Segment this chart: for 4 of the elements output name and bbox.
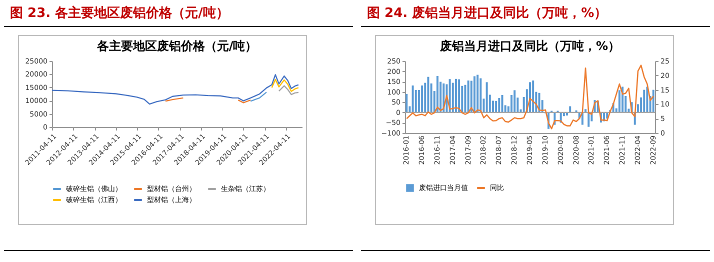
chart-title: 废铝当月进口及同比（万吨，%） <box>438 39 620 53</box>
caption: 图 23. 各主要地区废铝价格（元/吨） <box>4 0 353 27</box>
chart-title: 各主要地区废铝价格（元/吨） <box>96 39 258 53</box>
caption: 图 24. 废铝当月进口及同比（万吨，%） <box>361 0 710 27</box>
